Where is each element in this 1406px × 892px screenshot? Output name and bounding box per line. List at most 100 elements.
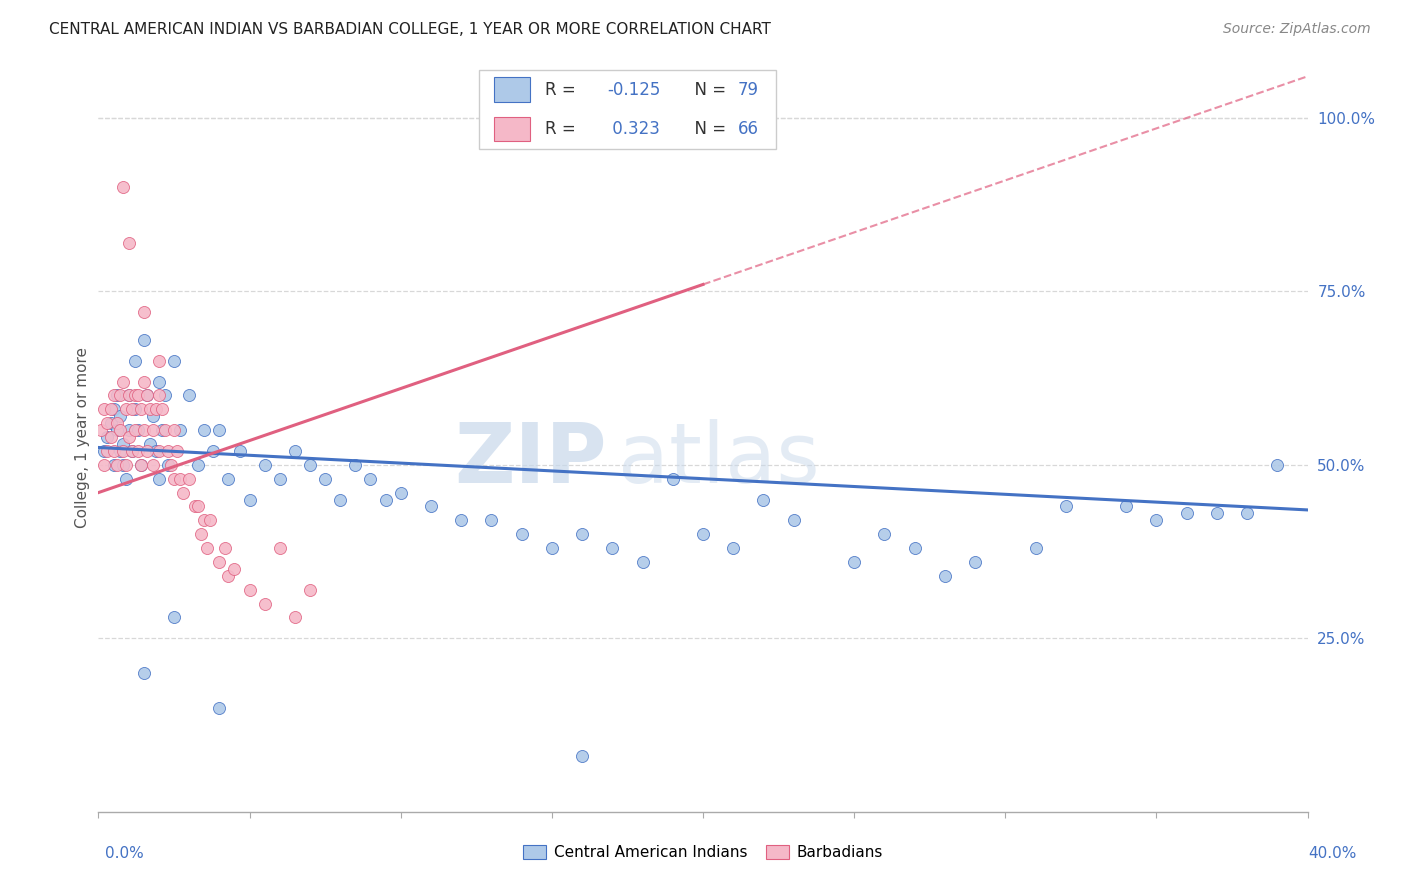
- Point: [224, 562, 246, 576]
- Point: [360, 472, 382, 486]
- Text: R =: R =: [544, 80, 581, 99]
- Legend: Central American Indians, Barbadians: Central American Indians, Barbadians: [516, 838, 890, 868]
- Point: [187, 458, 209, 472]
- Point: [844, 555, 866, 569]
- Point: [904, 541, 927, 555]
- Point: [142, 423, 165, 437]
- Point: [510, 527, 533, 541]
- Point: [135, 388, 157, 402]
- Text: atlas: atlas: [619, 419, 820, 500]
- Point: [93, 402, 115, 417]
- Point: [661, 472, 683, 486]
- Point: [934, 569, 956, 583]
- Point: [111, 375, 134, 389]
- Point: [631, 555, 654, 569]
- Point: [179, 472, 201, 486]
- Point: [145, 444, 167, 458]
- Point: [124, 388, 146, 402]
- Point: [150, 423, 173, 437]
- Point: [139, 402, 162, 417]
- Point: [124, 423, 146, 437]
- Text: 66: 66: [738, 120, 759, 138]
- Point: [127, 444, 149, 458]
- Point: [108, 409, 131, 424]
- Point: [148, 388, 170, 402]
- Point: [190, 527, 212, 541]
- Point: [100, 430, 122, 444]
- FancyBboxPatch shape: [494, 117, 530, 141]
- Point: [103, 458, 125, 472]
- Text: 0.0%: 0.0%: [105, 846, 145, 861]
- Point: [172, 485, 194, 500]
- Point: [132, 305, 155, 319]
- Point: [160, 458, 183, 472]
- Point: [202, 444, 225, 458]
- Point: [195, 541, 218, 555]
- Point: [93, 458, 115, 472]
- Point: [269, 541, 291, 555]
- Point: [145, 402, 167, 417]
- Point: [121, 444, 143, 458]
- Point: [193, 513, 215, 527]
- Point: [253, 597, 276, 611]
- Point: [163, 353, 186, 368]
- Point: [121, 402, 143, 417]
- Text: 79: 79: [738, 80, 759, 99]
- Point: [142, 458, 165, 472]
- Y-axis label: College, 1 year or more: College, 1 year or more: [75, 347, 90, 527]
- Point: [284, 610, 307, 624]
- Point: [96, 416, 118, 430]
- Point: [90, 423, 112, 437]
- Point: [217, 569, 239, 583]
- Point: [153, 423, 176, 437]
- Point: [253, 458, 276, 472]
- Point: [208, 700, 231, 714]
- Point: [114, 458, 136, 472]
- Point: [329, 492, 352, 507]
- Point: [299, 582, 322, 597]
- Point: [214, 541, 236, 555]
- Point: [153, 388, 176, 402]
- Point: [114, 472, 136, 486]
- Point: [163, 423, 186, 437]
- Point: [752, 492, 775, 507]
- Point: [93, 444, 115, 458]
- Point: [540, 541, 562, 555]
- Point: [169, 472, 191, 486]
- Point: [217, 472, 239, 486]
- Point: [148, 472, 170, 486]
- Point: [100, 402, 122, 417]
- Text: -0.125: -0.125: [607, 80, 661, 99]
- FancyBboxPatch shape: [479, 70, 776, 149]
- Point: [118, 430, 141, 444]
- Point: [965, 555, 987, 569]
- Point: [127, 423, 149, 437]
- Point: [208, 423, 231, 437]
- Point: [420, 500, 443, 514]
- Point: [148, 444, 170, 458]
- Text: 40.0%: 40.0%: [1309, 846, 1357, 861]
- Point: [1024, 541, 1046, 555]
- Point: [873, 527, 896, 541]
- Point: [1267, 458, 1289, 472]
- Point: [163, 610, 186, 624]
- Point: [118, 423, 141, 437]
- Point: [135, 388, 157, 402]
- Point: [187, 500, 209, 514]
- Point: [129, 458, 152, 472]
- Point: [96, 430, 118, 444]
- Text: 0.323: 0.323: [607, 120, 661, 138]
- Point: [127, 388, 149, 402]
- Point: [121, 444, 143, 458]
- Point: [124, 353, 146, 368]
- Point: [108, 444, 131, 458]
- Point: [723, 541, 745, 555]
- Point: [344, 458, 367, 472]
- Point: [200, 513, 222, 527]
- Point: [193, 423, 215, 437]
- FancyBboxPatch shape: [494, 78, 530, 102]
- Point: [150, 402, 173, 417]
- Point: [135, 444, 157, 458]
- Point: [156, 444, 179, 458]
- Point: [314, 472, 336, 486]
